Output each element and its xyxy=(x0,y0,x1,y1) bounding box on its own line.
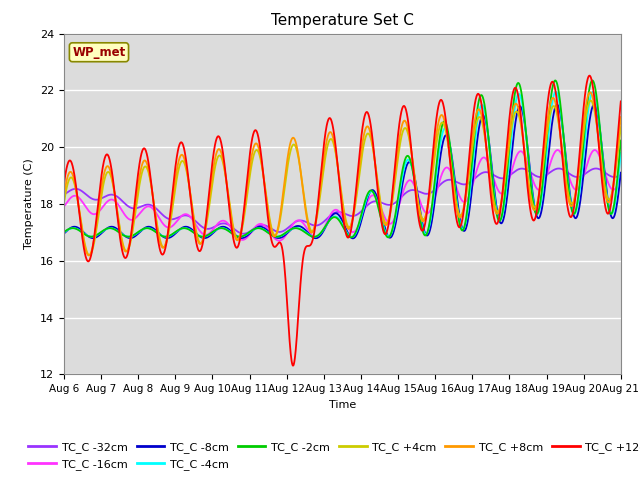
TC_C +4cm xyxy=(89,246,97,252)
TC_C +12cm xyxy=(289,363,297,369)
Line: TC_C +8cm: TC_C +8cm xyxy=(64,92,621,255)
TC_C +8cm xyxy=(60,192,68,198)
TC_C -8cm xyxy=(499,218,506,224)
TC_C -16cm xyxy=(617,173,625,179)
Line: TC_C -16cm: TC_C -16cm xyxy=(64,150,621,240)
TC_C +8cm xyxy=(602,191,609,197)
TC_C -4cm xyxy=(589,89,596,95)
TC_C -4cm xyxy=(88,234,96,240)
TC_C -8cm xyxy=(602,175,609,181)
TC_C -8cm xyxy=(617,170,625,176)
TC_C -2cm xyxy=(601,180,609,185)
TC_C +4cm xyxy=(587,97,595,103)
TC_C -2cm xyxy=(617,138,625,144)
Text: WP_met: WP_met xyxy=(72,46,125,59)
TC_C -4cm xyxy=(601,177,609,182)
TC_C -16cm xyxy=(601,170,609,176)
Line: TC_C -32cm: TC_C -32cm xyxy=(64,168,621,234)
TC_C -16cm xyxy=(60,204,68,209)
TC_C -16cm xyxy=(316,232,324,238)
Line: TC_C +4cm: TC_C +4cm xyxy=(64,100,621,255)
TC_C -32cm xyxy=(617,172,625,178)
TC_C +8cm xyxy=(89,243,97,249)
TC_C +12cm xyxy=(499,188,506,194)
TC_C +4cm xyxy=(331,147,339,153)
TC_C -32cm xyxy=(602,170,609,176)
TC_C +4cm xyxy=(617,124,625,130)
TC_C +12cm xyxy=(617,98,625,104)
TC_C +12cm xyxy=(88,246,96,252)
TC_C +4cm xyxy=(86,252,93,258)
TC_C +8cm xyxy=(499,189,506,194)
TC_C -32cm xyxy=(499,176,506,181)
TC_C +4cm xyxy=(602,186,609,192)
TC_C -32cm xyxy=(316,221,324,227)
Y-axis label: Temperature (C): Temperature (C) xyxy=(24,158,35,250)
Line: TC_C +12cm: TC_C +12cm xyxy=(64,76,621,366)
TC_C -8cm xyxy=(349,236,356,241)
Legend: TC_C -32cm, TC_C -16cm, TC_C -8cm, TC_C -4cm, TC_C -2cm, TC_C +4cm, TC_C +8cm, T: TC_C -32cm, TC_C -16cm, TC_C -8cm, TC_C … xyxy=(24,438,640,474)
TC_C -8cm xyxy=(601,173,609,179)
TC_C -32cm xyxy=(60,192,68,198)
TC_C +4cm xyxy=(499,192,506,198)
TC_C -32cm xyxy=(592,166,600,171)
TC_C -8cm xyxy=(553,102,561,108)
TC_C -32cm xyxy=(240,231,248,237)
TC_C +12cm xyxy=(602,204,609,209)
TC_C -32cm xyxy=(601,170,609,176)
TC_C -2cm xyxy=(589,78,596,84)
TC_C -4cm xyxy=(617,150,625,156)
TC_C -16cm xyxy=(275,238,283,243)
TC_C -8cm xyxy=(60,231,68,237)
TC_C +12cm xyxy=(601,202,609,208)
TC_C +8cm xyxy=(601,190,609,195)
TC_C -2cm xyxy=(88,234,96,240)
TC_C +4cm xyxy=(60,200,68,205)
TC_C -16cm xyxy=(554,147,561,153)
Line: TC_C -8cm: TC_C -8cm xyxy=(64,105,621,239)
TC_C -8cm xyxy=(331,211,339,216)
TC_C -2cm xyxy=(499,208,506,214)
X-axis label: Time: Time xyxy=(329,400,356,409)
TC_C +8cm xyxy=(617,114,625,120)
TC_C -4cm xyxy=(499,211,506,217)
TC_C -16cm xyxy=(331,207,339,213)
TC_C -4cm xyxy=(331,214,339,219)
TC_C -2cm xyxy=(331,214,339,220)
Line: TC_C -2cm: TC_C -2cm xyxy=(64,81,621,238)
TC_C +12cm xyxy=(316,178,324,183)
TC_C +12cm xyxy=(331,138,339,144)
TC_C -16cm xyxy=(602,171,609,177)
TC_C -2cm xyxy=(602,182,609,188)
TC_C -4cm xyxy=(348,234,356,240)
TC_C +12cm xyxy=(60,181,68,187)
TC_C +8cm xyxy=(85,252,93,258)
TC_C -32cm xyxy=(331,210,339,216)
TC_C -4cm xyxy=(60,229,68,235)
TC_C -2cm xyxy=(348,235,355,240)
TC_C +8cm xyxy=(586,89,594,95)
TC_C -8cm xyxy=(88,235,96,241)
TC_C +4cm xyxy=(316,192,324,198)
TC_C -2cm xyxy=(60,229,68,235)
TC_C +4cm xyxy=(601,185,609,191)
Line: TC_C -4cm: TC_C -4cm xyxy=(64,92,621,237)
TC_C -16cm xyxy=(499,191,506,196)
TC_C +12cm xyxy=(586,73,593,79)
TC_C -32cm xyxy=(88,196,96,202)
TC_C -2cm xyxy=(316,231,324,237)
TC_C +8cm xyxy=(316,185,324,191)
TC_C -4cm xyxy=(316,231,324,237)
TC_C +8cm xyxy=(331,144,339,150)
TC_C -16cm xyxy=(88,211,96,217)
Title: Temperature Set C: Temperature Set C xyxy=(271,13,414,28)
TC_C -8cm xyxy=(316,233,324,239)
TC_C -4cm xyxy=(602,180,609,185)
